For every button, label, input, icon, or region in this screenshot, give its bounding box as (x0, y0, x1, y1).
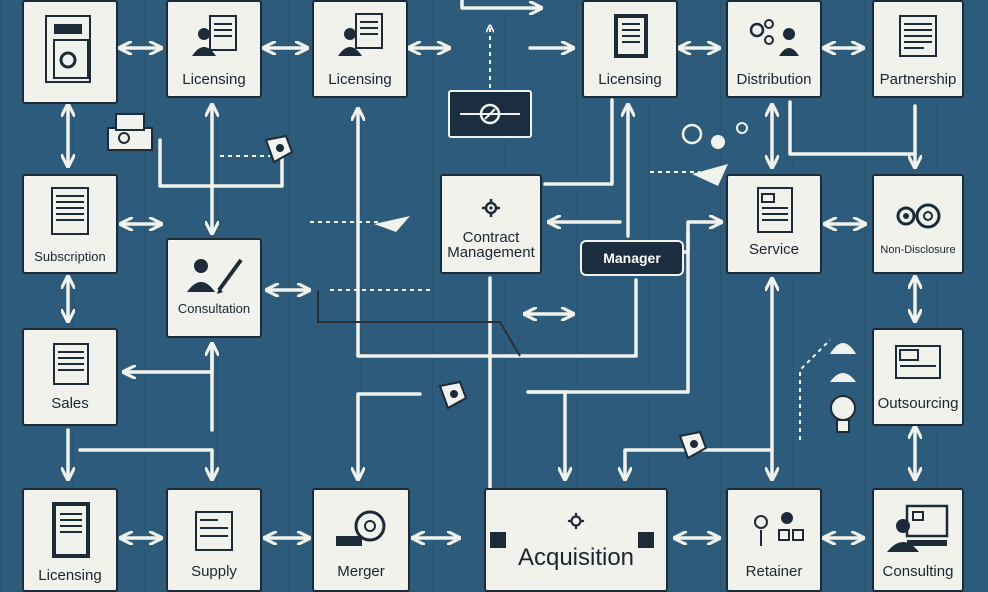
distribution-label: Distribution (736, 71, 812, 88)
person-computer-icon (874, 500, 962, 556)
contract-management-label: Contract Management (447, 229, 535, 261)
subscription-node[interactable]: Subscription (22, 174, 118, 274)
contract-management-node[interactable]: Contract Management (440, 174, 542, 274)
supply-label: Supply (191, 563, 237, 580)
licensing-node-3[interactable]: Licensing (582, 0, 678, 98)
connector-port-icon (638, 532, 654, 548)
partnership-node[interactable]: Partnership (872, 0, 964, 98)
subscription-label: Subscription (34, 249, 106, 264)
outsourcing-node[interactable]: Outsourcing (872, 328, 964, 426)
arrow-to-acq-right (625, 448, 774, 478)
printer-icon (100, 110, 160, 165)
document-card[interactable] (22, 0, 118, 104)
manager-tag[interactable]: Manager (580, 240, 684, 276)
team-chart-icon (728, 506, 820, 554)
arrow-cons-sales (125, 343, 214, 372)
connector-port-icon (490, 532, 506, 548)
document-icon (728, 184, 820, 236)
licensing-node-1[interactable]: Licensing (166, 0, 262, 98)
consultation-node[interactable]: Consultation (166, 238, 262, 338)
licensing-label-1: Licensing (182, 71, 246, 88)
service-label: Service (748, 241, 800, 258)
gear-cluster-icon (672, 116, 752, 165)
sales-node[interactable]: Sales (22, 328, 118, 426)
supply-node[interactable]: Supply (166, 488, 262, 592)
gear-icon (486, 512, 666, 530)
document-stack-icon (24, 10, 116, 90)
consulting-node[interactable]: Consulting (872, 488, 964, 592)
acquisition-label: Acquisition (517, 544, 635, 571)
lock-connector-badge[interactable] (448, 90, 532, 138)
dome-icon (826, 330, 860, 391)
document-lines-icon (874, 10, 962, 62)
non-disclosure-label: Non-Disclosure (880, 244, 956, 256)
form-icon (168, 508, 260, 556)
licensing-bottom-node[interactable]: Licensing (22, 488, 118, 592)
arrow-sales-supply (78, 448, 212, 478)
licensing-label-2: Licensing (328, 71, 392, 88)
lightbulb-icon (826, 392, 860, 447)
document-lines-icon (24, 338, 116, 392)
non-disclosure-node[interactable]: Non-Disclosure (872, 174, 964, 274)
bug-icon (672, 428, 712, 467)
monitor-icon (874, 338, 962, 390)
arrow-to-merger (358, 392, 422, 478)
lock-icon (460, 103, 520, 125)
licensing-node-2[interactable]: Licensing (312, 0, 408, 98)
connector-dist-nd (788, 100, 915, 166)
connector-to-service (526, 222, 720, 394)
bug-icon (432, 378, 472, 417)
gear-icon (442, 198, 540, 218)
licensing-label-3: Licensing (598, 71, 662, 88)
people-gears-icon (728, 10, 820, 62)
person-pen-icon (168, 248, 260, 300)
retainer-label: Retainer (745, 563, 803, 580)
binder-icon (584, 10, 676, 62)
paper-plane-icon (690, 160, 730, 195)
outsourcing-label: Outsourcing (877, 395, 959, 412)
gears-icon (874, 194, 962, 238)
binder-icon (24, 498, 116, 562)
service-node[interactable]: Service (726, 174, 822, 274)
sales-label: Sales (51, 395, 89, 412)
licensing-bottom-label: Licensing (38, 567, 102, 584)
consulting-label: Consulting (882, 563, 954, 580)
arrow-contract-acq (526, 390, 565, 478)
connector-lic2-bus (356, 278, 638, 358)
bug-icon (258, 132, 298, 171)
arrow-top-exit (460, 0, 540, 8)
retainer-node[interactable]: Retainer (726, 488, 822, 592)
merger-node[interactable]: Merger (312, 488, 410, 592)
acquisition-node[interactable]: Acquisition (484, 488, 668, 592)
person-document-icon (314, 10, 406, 62)
consultation-label: Consultation (177, 301, 251, 316)
connector-lic1-loop (158, 138, 284, 188)
connector-lic3-contract (543, 98, 614, 186)
distribution-node[interactable]: Distribution (726, 0, 822, 98)
paper-plane-icon (372, 212, 412, 241)
merger-label: Merger (337, 563, 385, 580)
document-lines-icon (24, 184, 116, 238)
gear-machine-icon (314, 502, 408, 554)
person-document-icon (168, 10, 260, 62)
partnership-label: Partnership (879, 71, 957, 88)
